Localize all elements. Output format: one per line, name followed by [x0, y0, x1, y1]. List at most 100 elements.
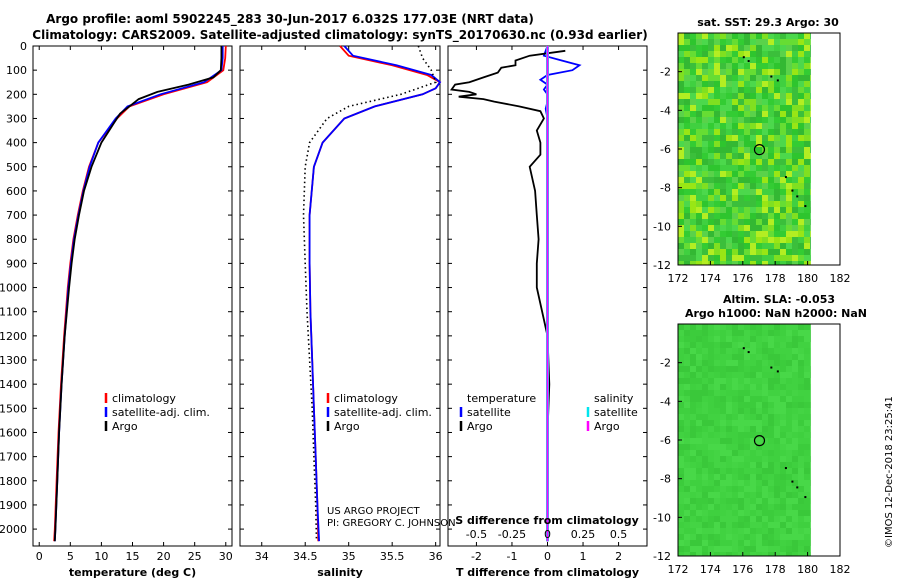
heat-cell — [804, 510, 810, 516]
heat-cell — [756, 528, 762, 534]
heat-cell — [744, 552, 750, 556]
heat-cell — [768, 111, 774, 117]
heat-cell — [678, 195, 684, 201]
heat-cell — [714, 183, 720, 189]
x-tick-label: -2 — [471, 550, 482, 563]
heat-cell — [798, 354, 804, 360]
heat-cell — [810, 324, 811, 330]
heat-cell — [702, 414, 708, 420]
heat-cell — [732, 171, 738, 177]
heat-cell — [720, 456, 726, 462]
heat-cell — [774, 492, 780, 498]
heat-cell — [720, 159, 726, 165]
heat-cell — [810, 45, 811, 51]
heat-cell — [774, 444, 780, 450]
heat-cell — [690, 189, 696, 195]
heat-cell — [744, 540, 750, 546]
heat-cell — [774, 171, 780, 177]
heat-cell — [798, 183, 804, 189]
heat-cell — [702, 201, 708, 207]
heat-cell — [738, 231, 744, 237]
heat-cell — [804, 414, 810, 420]
heat-cell — [726, 195, 732, 201]
heat-cell — [774, 51, 780, 57]
heat-cell — [780, 486, 786, 492]
heat-cell — [714, 372, 720, 378]
heat-cell — [720, 45, 726, 51]
heat-cell — [738, 360, 744, 366]
heat-cell — [708, 135, 714, 141]
heat-cell — [804, 372, 810, 378]
heat-cell — [714, 408, 720, 414]
heat-cell — [702, 255, 708, 261]
heat-cell — [708, 63, 714, 69]
heat-cell — [678, 237, 684, 243]
heat-cell — [684, 474, 690, 480]
heat-cell — [714, 141, 720, 147]
heat-cell — [696, 213, 702, 219]
heat-cell — [690, 147, 696, 153]
heat-cell — [792, 213, 798, 219]
heat-cell — [678, 201, 684, 207]
heat-cell — [690, 159, 696, 165]
heat-cell — [732, 39, 738, 45]
map-y-tick-label: -6 — [660, 143, 671, 156]
heat-cell — [744, 87, 750, 93]
heat-cell — [696, 528, 702, 534]
y-tick-label: 1900 — [0, 499, 27, 512]
heat-cell — [726, 63, 732, 69]
heat-cell — [792, 147, 798, 153]
heat-cell — [792, 486, 798, 492]
heat-cell — [762, 51, 768, 57]
heat-cell — [702, 324, 708, 330]
heat-cell — [762, 432, 768, 438]
heat-cell — [810, 63, 811, 69]
heat-cell — [756, 348, 762, 354]
map-y-tick-label: -10 — [653, 220, 671, 233]
heat-cell — [708, 462, 714, 468]
x-tick-label: 20 — [157, 550, 171, 563]
heat-cell — [810, 75, 811, 81]
heat-cell — [756, 153, 762, 159]
heat-cell — [732, 450, 738, 456]
heat-cell — [768, 63, 774, 69]
heat-cell — [702, 348, 708, 354]
heat-cell — [684, 57, 690, 63]
heat-cell — [756, 546, 762, 552]
heat-cell — [678, 384, 684, 390]
heat-cell — [774, 498, 780, 504]
heat-cell — [690, 93, 696, 99]
heat-cell — [678, 177, 684, 183]
heat-cell — [678, 432, 684, 438]
heat-cell — [714, 342, 720, 348]
heat-cell — [702, 237, 708, 243]
heat-cell — [792, 324, 798, 330]
heat-cell — [762, 342, 768, 348]
heat-cell — [774, 426, 780, 432]
heat-cell — [702, 165, 708, 171]
heat-cell — [732, 189, 738, 195]
heat-cell — [762, 516, 768, 522]
heat-cell — [690, 498, 696, 504]
heat-cell — [726, 147, 732, 153]
heat-cell — [744, 492, 750, 498]
heat-cell — [768, 171, 774, 177]
heat-cell — [774, 57, 780, 63]
heat-cell — [744, 456, 750, 462]
heat-cell — [684, 540, 690, 546]
heat-cell — [696, 207, 702, 213]
heat-cell — [780, 366, 786, 372]
heat-cell — [798, 516, 804, 522]
heat-cell — [726, 129, 732, 135]
heat-cell — [738, 378, 744, 384]
heat-cell — [714, 39, 720, 45]
map-x-tick-label: 172 — [668, 563, 689, 576]
heat-cell — [762, 456, 768, 462]
x-axis-label: temperature (deg C) — [69, 566, 196, 579]
heat-cell — [738, 462, 744, 468]
y-tick-label: 1700 — [0, 451, 27, 464]
heat-cell — [720, 201, 726, 207]
heat-cell — [726, 93, 732, 99]
heat-cell — [726, 105, 732, 111]
heat-cell — [750, 171, 756, 177]
